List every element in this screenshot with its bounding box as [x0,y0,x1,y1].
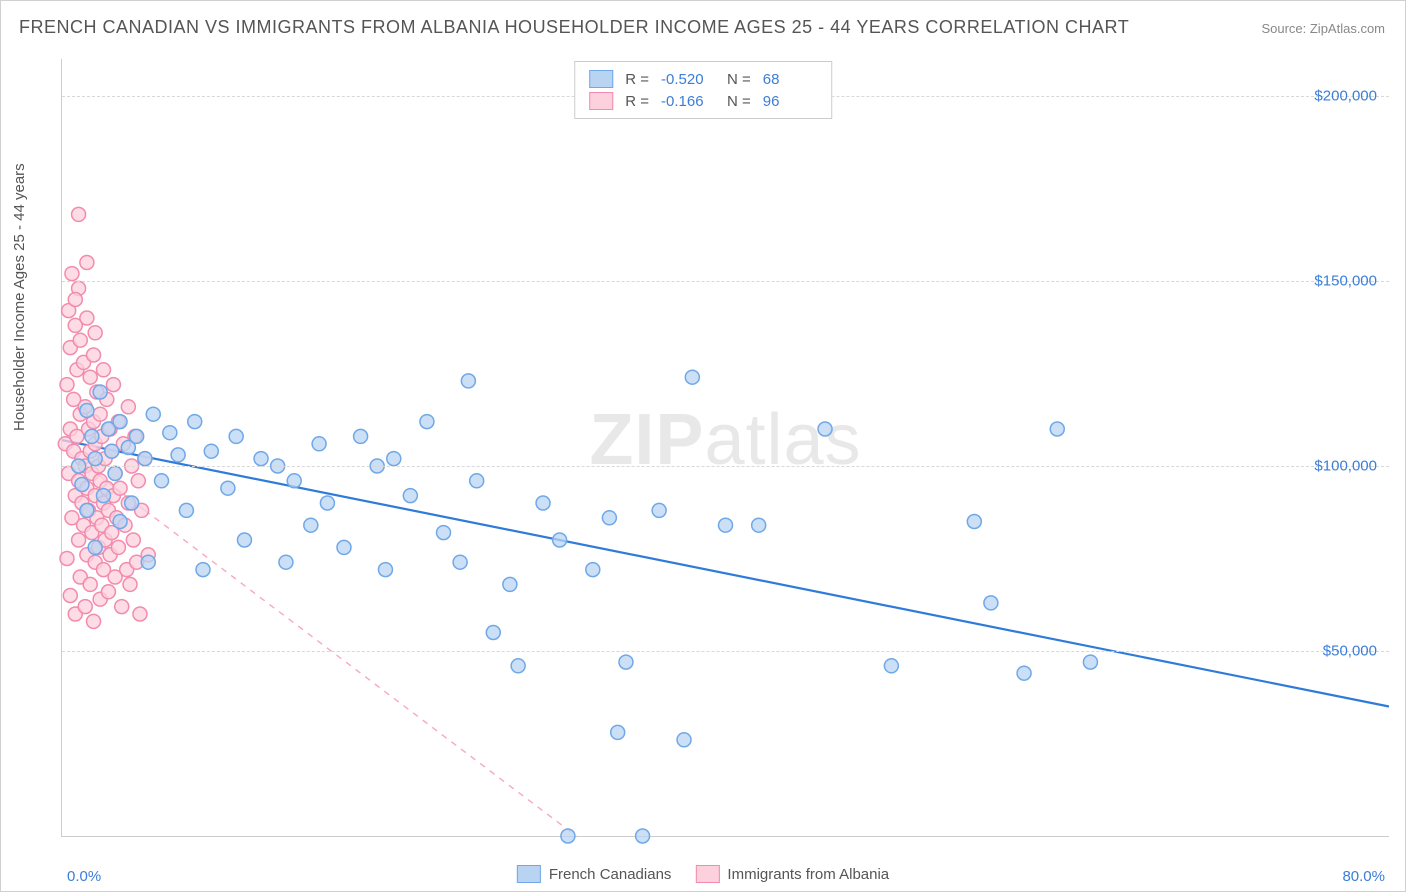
y-tick-label: $150,000 [1314,273,1377,290]
legend-label-1: French Canadians [549,866,672,883]
legend-row-series-2: R = -0.166 N = 96 [589,90,817,112]
source-attribution: Source: ZipAtlas.com [1261,21,1385,36]
swatch-series-1 [589,70,613,88]
plot-svg [62,59,1389,836]
legend-series: French Canadians Immigrants from Albania [517,865,889,883]
chart-container: FRENCH CANADIAN VS IMMIGRANTS FROM ALBAN… [0,0,1406,892]
legend-correlation: R = -0.520 N = 68 R = -0.166 N = 96 [574,61,832,119]
swatch-bottom-1 [517,865,541,883]
chart-title: FRENCH CANADIAN VS IMMIGRANTS FROM ALBAN… [19,17,1129,38]
x-tick-max: 80.0% [1342,868,1385,885]
legend-label-2: Immigrants from Albania [727,866,889,883]
legend-item-2: Immigrants from Albania [695,865,889,883]
plot-area: ZIPatlas $50,000$100,000$150,000$200,000 [61,59,1389,837]
legend-row-series-1: R = -0.520 N = 68 [589,68,817,90]
swatch-bottom-2 [695,865,719,883]
swatch-series-2 [589,92,613,110]
y-tick-label: $200,000 [1314,88,1377,105]
y-axis-label: Householder Income Ages 25 - 44 years [11,163,28,431]
legend-item-1: French Canadians [517,865,672,883]
x-tick-min: 0.0% [67,868,101,885]
y-tick-label: $50,000 [1323,643,1377,660]
y-tick-label: $100,000 [1314,458,1377,475]
